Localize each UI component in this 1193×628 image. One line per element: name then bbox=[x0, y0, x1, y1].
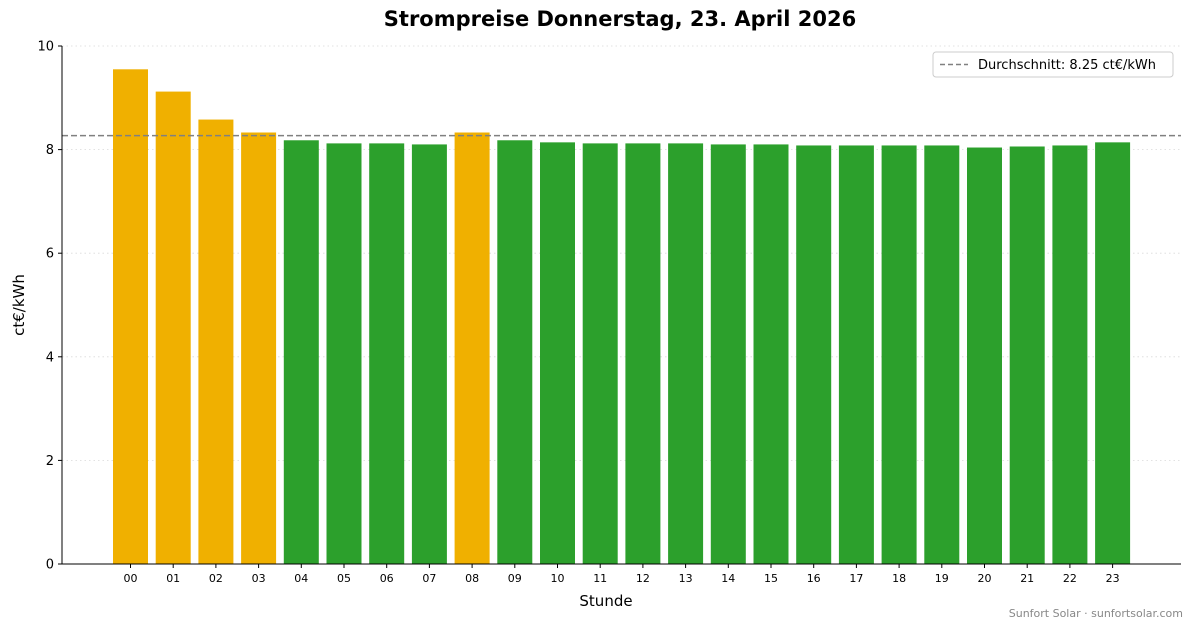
y-tick-label: 6 bbox=[46, 247, 54, 262]
x-tick-label: 04 bbox=[294, 572, 308, 585]
bar-00 bbox=[113, 69, 148, 564]
y-ticks: 0 2 4 6 8 10 bbox=[37, 40, 62, 573]
bar-23 bbox=[1095, 142, 1131, 564]
y-tick-label: 4 bbox=[46, 350, 54, 365]
x-tick-label: 12 bbox=[636, 572, 650, 585]
y-tick-label: 8 bbox=[46, 143, 54, 158]
x-tick-label: 11 bbox=[593, 572, 607, 585]
x-tick-label: 05 bbox=[337, 572, 351, 585]
bar-16 bbox=[796, 145, 832, 564]
x-tick-label: 22 bbox=[1063, 572, 1077, 585]
x-tick-label: 01 bbox=[166, 572, 180, 585]
bar-03 bbox=[241, 132, 277, 565]
bar-14 bbox=[710, 144, 746, 565]
x-ticks: 00 01 02 03 04 05 06 07 08 09 10 11 12 13 14 15 16 17 18 19… bbox=[124, 564, 1120, 585]
bar-21 bbox=[1009, 146, 1045, 564]
bar-04 bbox=[283, 140, 319, 564]
x-tick-label: 18 bbox=[892, 572, 906, 585]
bar-01 bbox=[155, 91, 191, 565]
x-axis-label: Stunde bbox=[579, 592, 632, 610]
x-tick-label: 21 bbox=[1020, 572, 1034, 585]
y-tick-label: 0 bbox=[46, 558, 54, 573]
x-tick-label: 16 bbox=[807, 572, 821, 585]
bar-19 bbox=[924, 145, 960, 564]
chart-title: Strompreise Donnerstag, 23. April 2026 bbox=[384, 7, 856, 31]
bar-17 bbox=[838, 145, 874, 564]
x-tick-label: 00 bbox=[124, 572, 138, 585]
y-axis-label: ct€/kWh bbox=[10, 274, 28, 336]
bar-10 bbox=[540, 142, 575, 564]
bar-15 bbox=[753, 144, 789, 565]
bars bbox=[113, 69, 1131, 565]
axes bbox=[61, 46, 1181, 565]
x-tick-label: 07 bbox=[422, 572, 436, 585]
bar-13 bbox=[668, 143, 704, 564]
watermark: Sunfort Solar · sunfortsolar.com bbox=[1009, 607, 1183, 620]
x-tick-label: 15 bbox=[764, 572, 778, 585]
legend: Durchschnitt: 8.25 ct€/kWh bbox=[932, 51, 1174, 78]
x-tick-label: 20 bbox=[978, 572, 992, 585]
bar-20 bbox=[967, 147, 1002, 564]
bar-02 bbox=[198, 119, 234, 564]
bar-05 bbox=[326, 143, 362, 564]
bar-12 bbox=[625, 143, 661, 564]
x-tick-label: 17 bbox=[849, 572, 863, 585]
x-tick-label: 08 bbox=[465, 572, 479, 585]
bar-11 bbox=[582, 143, 618, 564]
x-tick-label: 09 bbox=[508, 572, 522, 585]
y-tick-label: 2 bbox=[46, 454, 54, 469]
legend-average-label: Durchschnitt: 8.25 ct€/kWh bbox=[978, 58, 1156, 73]
x-tick-label: 03 bbox=[252, 572, 266, 585]
x-tick-label: 02 bbox=[209, 572, 223, 585]
bar-07 bbox=[411, 144, 447, 565]
bar-08 bbox=[454, 132, 490, 565]
x-tick-label: 10 bbox=[551, 572, 565, 585]
x-tick-label: 13 bbox=[679, 572, 693, 585]
bar-18 bbox=[881, 145, 917, 564]
x-tick-label: 14 bbox=[721, 572, 735, 585]
x-tick-label: 23 bbox=[1106, 572, 1120, 585]
x-tick-label: 19 bbox=[935, 572, 949, 585]
bar-09 bbox=[497, 140, 533, 564]
legend-box bbox=[932, 51, 1174, 78]
x-tick-label: 06 bbox=[380, 572, 394, 585]
bar-06 bbox=[369, 143, 405, 564]
y-tick-label: 10 bbox=[37, 40, 54, 55]
bar-22 bbox=[1052, 145, 1088, 564]
